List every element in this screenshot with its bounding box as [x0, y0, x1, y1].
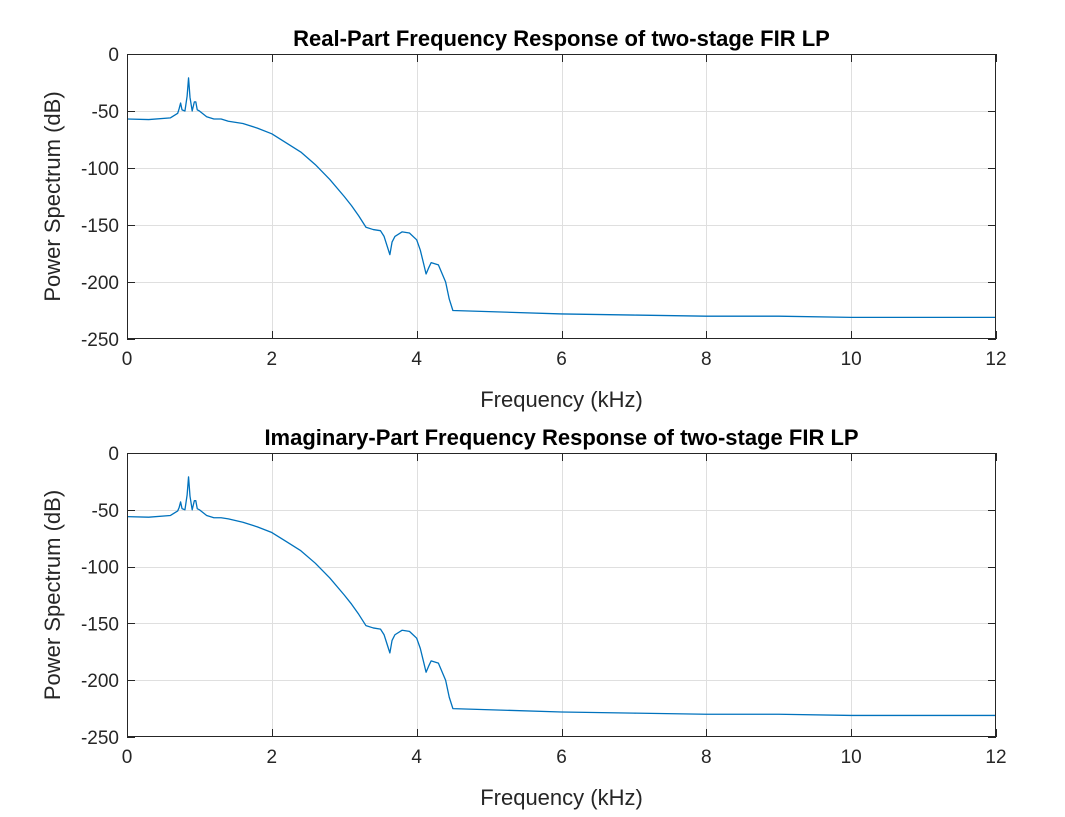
plot-area — [127, 54, 996, 339]
y-tick-label: -250 — [81, 330, 119, 351]
x-axis-label: Frequency (kHz) — [480, 785, 643, 810]
y-tick-label: -250 — [81, 728, 119, 749]
x-tick-label: 8 — [701, 349, 712, 370]
y-axis-label: Power Spectrum (dB) — [40, 91, 65, 301]
y-axis-label: Power Spectrum (dB) — [40, 490, 65, 700]
chart-panel-2: 0 2 4 6 8 10 12 -250 -200 -150 -100 -50 0 Imaginary-P… — [40, 425, 1007, 810]
series-line-1 — [126, 77, 996, 318]
x-tick-label: 8 — [701, 747, 712, 768]
x-tick-label: 6 — [556, 747, 567, 768]
x-tick-label: 0 — [122, 747, 133, 768]
y-tick-label: -150 — [81, 614, 119, 635]
axes-box — [127, 453, 996, 737]
plot-area — [127, 453, 996, 737]
series-line-1 — [126, 476, 996, 717]
x-tick-label: 0 — [122, 349, 133, 370]
y-tick-label: -200 — [81, 273, 119, 294]
x-tick-label: 10 — [841, 349, 862, 370]
y-tick-label: -200 — [81, 671, 119, 692]
y-tick-label: 0 — [108, 444, 119, 465]
y-tick-label: -150 — [81, 216, 119, 237]
x-tick-label: 4 — [411, 747, 422, 768]
y-tick-label: -100 — [81, 558, 119, 579]
chart-panel-1: 0 2 4 6 8 10 12 -250 -200 -150 -100 -50 0 Real-Part F… — [40, 26, 1007, 412]
chart-title: Real-Part Frequency Response of two-stag… — [293, 26, 830, 51]
y-tick-label: -50 — [92, 102, 119, 123]
x-tick-label: 10 — [841, 747, 862, 768]
x-tick-label: 2 — [267, 349, 278, 370]
y-tick-label: -50 — [92, 501, 119, 522]
x-axis-label: Frequency (kHz) — [480, 387, 643, 412]
chart-title: Imaginary-Part Frequency Response of two… — [264, 425, 858, 450]
y-tick-label: 0 — [108, 45, 119, 66]
x-tick-label: 12 — [985, 349, 1006, 370]
x-tick-label: 6 — [556, 349, 567, 370]
x-tick-label: 12 — [985, 747, 1006, 768]
x-tick-label: 2 — [267, 747, 278, 768]
axes-box — [127, 54, 996, 339]
y-tick-label: -100 — [81, 159, 119, 180]
x-tick-label: 4 — [411, 349, 422, 370]
